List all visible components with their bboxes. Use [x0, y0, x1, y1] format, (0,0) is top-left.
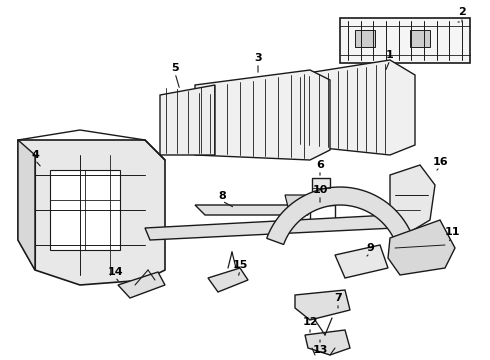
- Polygon shape: [295, 60, 415, 155]
- Polygon shape: [195, 70, 330, 160]
- Text: 4: 4: [31, 150, 39, 160]
- Polygon shape: [267, 187, 413, 244]
- Polygon shape: [208, 268, 248, 292]
- Text: 16: 16: [432, 157, 448, 167]
- Text: 9: 9: [366, 243, 374, 253]
- Text: 11: 11: [444, 227, 460, 237]
- Polygon shape: [18, 140, 165, 285]
- Polygon shape: [305, 330, 350, 355]
- Text: 15: 15: [232, 260, 247, 270]
- Text: 7: 7: [334, 293, 342, 303]
- Text: 3: 3: [254, 53, 262, 63]
- Text: 8: 8: [218, 191, 226, 201]
- Polygon shape: [310, 205, 335, 225]
- Text: 10: 10: [312, 185, 328, 195]
- Polygon shape: [285, 195, 308, 215]
- Polygon shape: [340, 18, 470, 63]
- Polygon shape: [335, 245, 388, 278]
- Polygon shape: [355, 30, 375, 47]
- Polygon shape: [145, 215, 395, 240]
- Polygon shape: [295, 290, 350, 320]
- Text: 14: 14: [107, 267, 123, 277]
- Text: 1: 1: [386, 50, 394, 60]
- Polygon shape: [388, 220, 455, 275]
- Polygon shape: [390, 165, 435, 235]
- Polygon shape: [195, 205, 305, 215]
- Polygon shape: [18, 140, 35, 270]
- Text: 2: 2: [458, 7, 466, 17]
- Text: 6: 6: [316, 160, 324, 170]
- Polygon shape: [410, 30, 430, 47]
- Text: 12: 12: [302, 317, 318, 327]
- Polygon shape: [312, 178, 330, 205]
- Polygon shape: [160, 85, 215, 155]
- Polygon shape: [118, 272, 165, 298]
- Text: 13: 13: [312, 345, 328, 355]
- Text: 5: 5: [171, 63, 179, 73]
- Polygon shape: [50, 170, 120, 250]
